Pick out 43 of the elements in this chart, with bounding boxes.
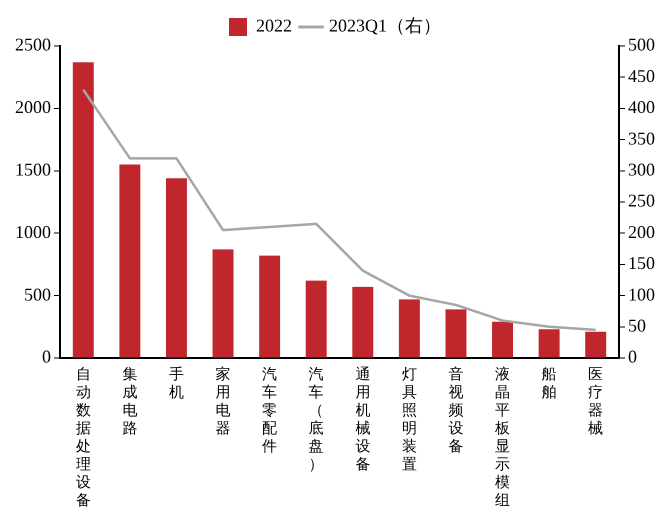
x-tick-label: 灯具照明装置	[402, 366, 417, 473]
bar	[259, 256, 280, 358]
x-tick-label: 音视频设备	[448, 366, 464, 455]
x-tick-label: 船舶	[542, 366, 557, 401]
y2-tick-label: 450	[628, 66, 655, 86]
x-tick-label: 汽车（底盘）	[308, 366, 324, 473]
y2-tick-label: 300	[628, 160, 655, 180]
bar	[538, 329, 560, 358]
x-tick-label: 医疗器械	[588, 366, 604, 437]
x-tick-label: 汽车零配件	[262, 366, 278, 455]
y2-tick-label: 400	[628, 97, 655, 118]
bar	[166, 178, 187, 358]
bar	[492, 322, 514, 358]
y-tick-label: 1500	[15, 160, 51, 180]
y-tick-label: 2500	[15, 34, 51, 55]
x-tick-label: 集成电路	[122, 366, 138, 437]
legend-label: 2023Q1（右）	[329, 16, 441, 36]
legend-label: 2022	[256, 16, 292, 36]
y2-tick-label: 0	[628, 346, 637, 367]
bar	[585, 332, 606, 358]
y2-tick-label: 150	[628, 253, 655, 274]
y2-tick-label: 350	[628, 128, 655, 148]
x-tick-label: 通用机械设备	[355, 366, 370, 473]
y2-tick-label: 250	[628, 190, 655, 211]
y-tick-label: 0	[42, 346, 51, 367]
x-tick-label: 家用电器	[216, 366, 231, 437]
y2-tick-label: 100	[628, 284, 655, 304]
y2-tick-label: 50	[628, 316, 646, 336]
y-tick-label: 2000	[15, 97, 51, 118]
bar	[72, 62, 94, 358]
bar	[352, 286, 374, 358]
bar	[212, 249, 234, 358]
x-tick-label: 自动数据处理设备	[76, 366, 91, 509]
y2-tick-label: 500	[628, 34, 655, 55]
y-tick-label: 1000	[15, 222, 51, 242]
x-tick-label: 液晶平板显示模组	[494, 366, 510, 509]
bar	[119, 164, 140, 358]
bar	[445, 309, 466, 358]
y2-tick-label: 200	[628, 222, 655, 242]
y-tick-label: 500	[24, 284, 51, 304]
x-tick-label: 手机	[168, 366, 184, 401]
bar	[306, 280, 327, 358]
bar	[398, 299, 420, 358]
